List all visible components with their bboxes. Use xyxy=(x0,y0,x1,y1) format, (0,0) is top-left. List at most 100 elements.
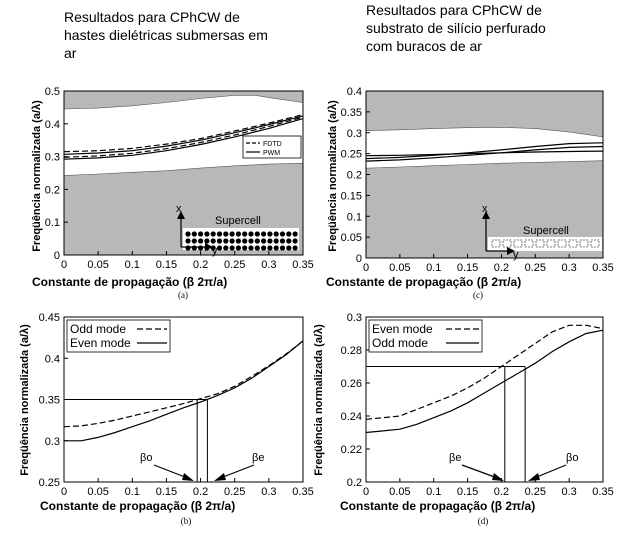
rod xyxy=(242,231,248,237)
panel-c-plot: 0 0.05 0.1 0.15 0.2 0.25 0.3 0.35 0 0.05 0.1 0.15 0.… xyxy=(341,86,614,274)
title-left-line1: Resultados para CPhCW de xyxy=(64,9,240,25)
rod xyxy=(210,231,216,237)
y-tick-label: 0.05 xyxy=(341,232,362,244)
air-hole xyxy=(491,239,501,248)
rod xyxy=(292,238,298,244)
rod xyxy=(242,238,248,244)
rod xyxy=(292,245,298,251)
rod xyxy=(235,238,241,244)
air-hole xyxy=(546,239,556,248)
rod xyxy=(204,238,210,244)
x-tick-label: 0.35 xyxy=(292,259,313,271)
rod xyxy=(273,238,279,244)
panel-b-sublabel: (b) xyxy=(181,516,192,526)
rod xyxy=(185,231,191,237)
rod xyxy=(292,231,298,237)
series-line-2 xyxy=(64,340,304,442)
arrow-head-icon xyxy=(507,247,515,255)
rod xyxy=(235,245,241,251)
rod xyxy=(242,245,248,251)
series-line-2 xyxy=(63,115,304,155)
rod xyxy=(191,238,197,244)
series-line-1 xyxy=(63,114,304,153)
y-tick-label: 0.24 xyxy=(341,411,362,423)
supercell-label: Supercell xyxy=(523,225,569,237)
y-tick-label: 0.4 xyxy=(45,353,60,365)
x-tick-label: 0.25 xyxy=(525,262,546,274)
panel-d-ylabel: Freqüência normalizada (a/λ) xyxy=(313,324,325,476)
rod xyxy=(223,231,229,237)
panel-c: 0 0.05 0.1 0.15 0.2 0.25 0.3 0.35 0 0.05 0.1 0.15 0.… xyxy=(326,86,614,300)
y-tick-label: 0.26 xyxy=(341,378,362,390)
x-tick-label: 0.25 xyxy=(525,486,546,498)
air-hole xyxy=(524,239,534,248)
series-line-1 xyxy=(63,340,304,428)
y-tick-label: 0.4 xyxy=(45,119,60,131)
x-tick-label: 0 xyxy=(61,259,67,271)
y-tick-label: 0.2 xyxy=(347,477,362,489)
rod xyxy=(216,231,223,237)
legend-label-fdtd: FDTD xyxy=(263,141,282,148)
rod xyxy=(273,231,279,237)
x-tick-label: 0.2 xyxy=(193,259,208,271)
axis-y-label: y xyxy=(513,249,519,261)
rod xyxy=(229,245,235,251)
x-tick-label: 0.1 xyxy=(426,262,441,274)
y-tick-label: 0.3 xyxy=(347,312,362,324)
legend-label-odd: Odd mode xyxy=(70,322,126,336)
x-tick-label: 0.1 xyxy=(426,486,441,498)
panel-b-plot: 0 0.05 0.1 0.15 0.2 0.25 0.3 0.35 0.25 0.3 0.35 0.4… xyxy=(39,312,314,498)
panel-c-sublabel: (c) xyxy=(473,290,483,300)
panel-a-sublabel: (a) xyxy=(178,290,188,300)
panel-b-xlabel: Constante de propagação (β 2π/a) xyxy=(40,499,235,513)
x-tick-label: 0.15 xyxy=(457,486,478,498)
rod xyxy=(261,245,267,251)
rod xyxy=(216,238,223,244)
panel-a-xlabel: Constante de propagação (β 2π/a) xyxy=(32,275,227,289)
series-line-2 xyxy=(365,329,604,434)
x-tick-label: 0.2 xyxy=(494,262,509,274)
x-tick-label: 0 xyxy=(363,486,369,498)
y-tick-label: 0.4 xyxy=(347,86,362,98)
rod xyxy=(229,238,235,244)
air-hole xyxy=(590,239,600,248)
y-tick-label: 0.28 xyxy=(341,345,362,357)
y-tick-label: 0.3 xyxy=(347,128,362,140)
title-left-line3: ar xyxy=(64,45,77,61)
title-left-line2: hastes dielétricas submersas em xyxy=(64,27,268,43)
rod xyxy=(191,231,197,237)
y-tick-label: 0.25 xyxy=(39,477,60,489)
title-right-line3: com buracos de ar xyxy=(366,38,482,54)
y-tick-label: 0.1 xyxy=(45,217,60,229)
x-tick-label: 0.3 xyxy=(561,262,576,274)
y-tick-label: 0.3 xyxy=(45,436,60,448)
y-tick-label: 0.1 xyxy=(347,211,362,223)
x-tick-label: 0 xyxy=(61,486,67,498)
air-hole xyxy=(557,239,567,248)
x-tick-label: 0.1 xyxy=(125,259,140,271)
air-hole xyxy=(535,239,545,248)
series-line-1 xyxy=(365,142,604,160)
x-tick-label: 0.05 xyxy=(87,486,108,498)
panel-c-xlabel: Constante de propagação (β 2π/a) xyxy=(326,275,521,289)
rod xyxy=(204,231,210,237)
rod xyxy=(216,245,223,251)
panel-d-xlabel: Constante de propagação (β 2π/a) xyxy=(340,499,535,513)
rod xyxy=(248,231,254,237)
panel-a-plot: 0 0.05 0.1 0.15 0.2 0.25 0.3 0.35 0 0.1 0.2 0.3 0.4 0… xyxy=(45,86,314,271)
x-tick-label: 0.15 xyxy=(156,259,177,271)
legend-label-even: Even mode xyxy=(70,336,131,350)
series-line-3 xyxy=(365,150,604,157)
rod xyxy=(185,238,191,244)
series-line-4 xyxy=(63,116,304,158)
arrow-head-icon xyxy=(214,473,226,481)
air-hole xyxy=(579,239,589,248)
legend-box xyxy=(368,319,483,353)
y-tick-label: 0.2 xyxy=(45,184,60,196)
x-tick-label: 0 xyxy=(363,262,369,274)
rod xyxy=(210,238,216,244)
plot-frame xyxy=(365,316,604,483)
legend-label-odd: Odd mode xyxy=(372,336,428,350)
title-right-line1: Resultados para CPhCW de xyxy=(366,2,542,18)
air-hole xyxy=(513,239,523,248)
